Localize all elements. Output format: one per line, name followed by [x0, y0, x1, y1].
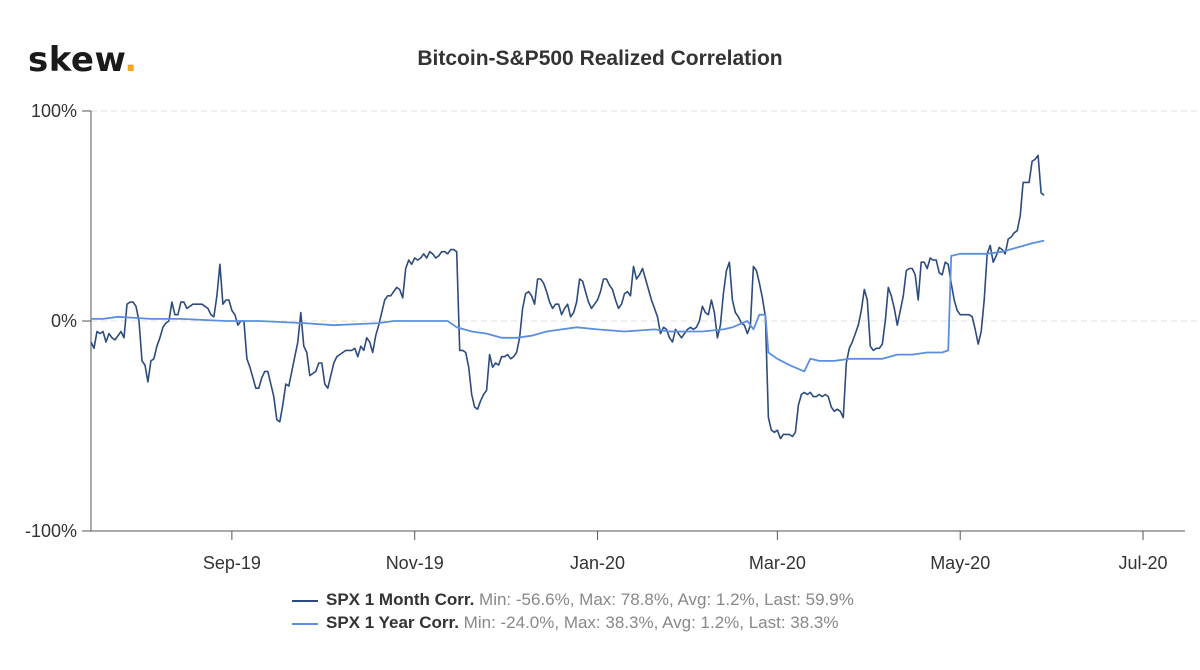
legend-swatch-1-year	[292, 622, 318, 625]
legend-stats-1-year: Min: -24.0%, Max: 38.3%, Avg: 1.2%, Last…	[463, 613, 839, 632]
brand-name: skew	[28, 40, 125, 80]
x-tick-label: Jul-20	[1119, 553, 1168, 573]
legend-item-1-year[interactable]: SPX 1 Year Corr. Min: -24.0%, Max: 38.3%…	[292, 613, 839, 633]
x-tick-label: May-20	[930, 553, 990, 573]
legend-swatch-1-month	[292, 599, 318, 602]
brand-dot: .	[124, 40, 138, 80]
y-tick-label: 0%	[51, 311, 77, 331]
x-tick-label: Nov-19	[386, 553, 444, 573]
x-tick-label: Jan-20	[570, 553, 625, 573]
x-tick-label: Mar-20	[749, 553, 806, 573]
legend-item-1-month[interactable]: SPX 1 Month Corr. Min: -56.6%, Max: 78.8…	[292, 590, 854, 610]
chart-title: Bitcoin-S&P500 Realized Correlation	[417, 47, 782, 70]
y-tick-label: 100%	[31, 101, 77, 121]
axes: 100% 0% -100% Sep-19 Nov-19 Jan-20 Mar-20 May-2…	[25, 101, 1185, 573]
legend-label-1-year: SPX 1 Year Corr.	[326, 613, 459, 632]
series-line-1-year	[91, 239, 1045, 373]
x-tick-label: Sep-19	[203, 553, 261, 573]
series-lines	[90, 154, 1045, 440]
legend-label-1-month: SPX 1 Month Corr.	[326, 590, 475, 609]
series-line-1-month	[90, 154, 1045, 440]
y-tick-label: -100%	[25, 521, 77, 541]
grid	[91, 110, 1200, 322]
skew-logo: skew.	[28, 40, 138, 80]
legend-stats-1-month: Min: -56.6%, Max: 78.8%, Avg: 1.2%, Last…	[479, 590, 854, 609]
